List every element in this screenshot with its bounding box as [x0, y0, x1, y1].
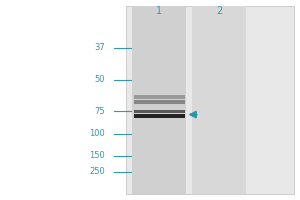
Text: 37: 37: [94, 44, 105, 52]
Bar: [126, 6, 294, 194]
Bar: [192, 6, 246, 194]
Bar: [132, 6, 186, 194]
Text: 1: 1: [156, 6, 162, 16]
Bar: [134, 114, 184, 118]
Bar: [134, 95, 184, 99]
Text: 50: 50: [94, 75, 105, 84]
Bar: [134, 100, 184, 104]
Text: 2: 2: [216, 6, 222, 16]
Text: 150: 150: [89, 152, 105, 160]
Text: 75: 75: [94, 106, 105, 116]
Text: 250: 250: [89, 168, 105, 176]
Bar: [134, 110, 184, 112]
Text: 100: 100: [89, 130, 105, 138]
